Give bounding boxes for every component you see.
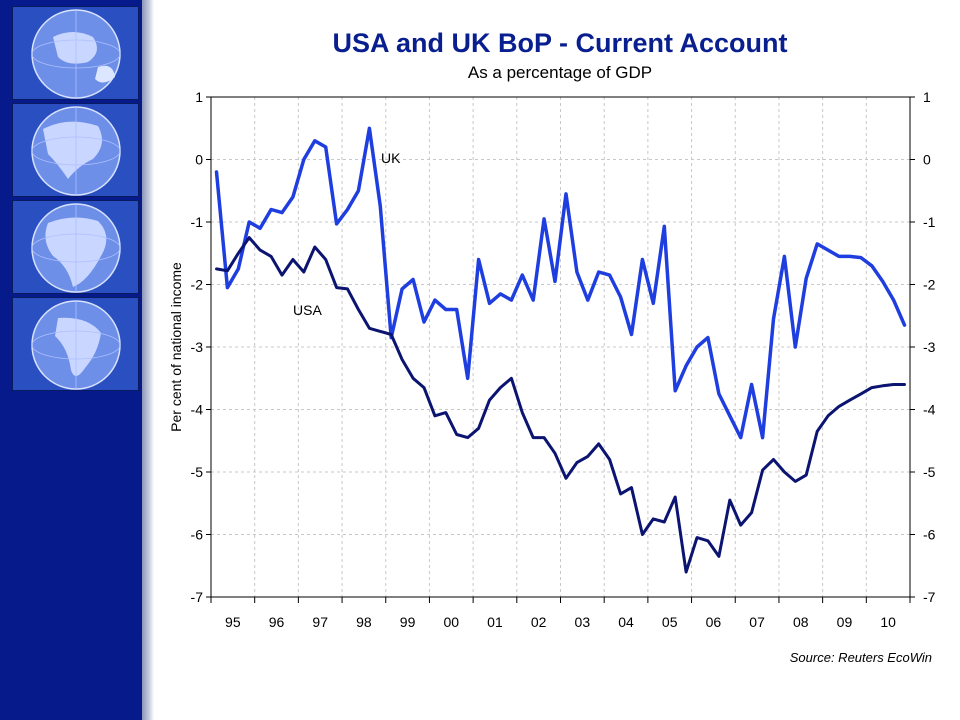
series-label-uk: UK bbox=[381, 150, 401, 166]
chart-subtitle: As a percentage of GDP bbox=[467, 63, 653, 82]
x-tick-label: 98 bbox=[356, 614, 372, 630]
series-line-usa bbox=[215, 236, 906, 574]
x-tick-label: 06 bbox=[706, 614, 722, 630]
y-tick-label-right: -5 bbox=[923, 464, 936, 480]
globe-africa-icon bbox=[12, 200, 139, 294]
y-tick-label-left: -5 bbox=[191, 464, 204, 480]
source-note: Source: Reuters EcoWin bbox=[789, 650, 932, 665]
y-tick-label-right: -6 bbox=[923, 527, 936, 543]
y-tick-label-left: -3 bbox=[191, 339, 204, 355]
x-tick-label: 08 bbox=[793, 614, 809, 630]
series-labels: UK USA bbox=[293, 150, 401, 318]
series bbox=[214, 126, 907, 574]
y-tick-label-right: -2 bbox=[923, 277, 936, 293]
y-tick-label-left: -4 bbox=[191, 402, 204, 418]
x-tick-label: 04 bbox=[618, 614, 634, 630]
y-tick-label-right: 1 bbox=[923, 89, 931, 105]
y-tick-label-right: -1 bbox=[923, 214, 936, 230]
x-tick-label: 01 bbox=[487, 614, 503, 630]
y-tick-label-left: -7 bbox=[191, 589, 204, 605]
x-tick-label: 00 bbox=[443, 614, 459, 630]
y-tick-label-right: -3 bbox=[923, 339, 936, 355]
grid bbox=[211, 96, 910, 598]
series-label-usa: USA bbox=[293, 302, 322, 318]
y-tick-label-left: -1 bbox=[191, 214, 204, 230]
x-tick-label: 07 bbox=[749, 614, 765, 630]
globe-north-america-icon bbox=[12, 103, 139, 197]
x-tick-label: 09 bbox=[837, 614, 853, 630]
x-tick-label: 99 bbox=[400, 614, 416, 630]
x-tick-label: 97 bbox=[312, 614, 328, 630]
y-tick-label-right: -7 bbox=[923, 589, 936, 605]
y-tick-label-left: -6 bbox=[191, 527, 204, 543]
x-tick-label: 05 bbox=[662, 614, 678, 630]
y-tick-label-left: 1 bbox=[195, 89, 203, 105]
sidebar-edge bbox=[142, 0, 154, 720]
x-tick-label: 95 bbox=[225, 614, 241, 630]
axes: 1 10 0-1 -1-2 -2-3 -3-4 -4-5 -5-6 -6-7 -795 96 97 98… bbox=[191, 89, 936, 630]
y-tick-label-left: 0 bbox=[195, 152, 203, 168]
chart-title: USA and UK BoP - Current Account bbox=[332, 28, 788, 58]
x-tick-label: 10 bbox=[880, 614, 896, 630]
y-tick-label-left: -2 bbox=[191, 277, 204, 293]
series-line-uk bbox=[214, 126, 907, 440]
x-tick-label: 02 bbox=[531, 614, 547, 630]
y-tick-label-right: 0 bbox=[923, 152, 931, 168]
x-tick-label: 03 bbox=[575, 614, 591, 630]
globe-south-america-icon bbox=[12, 297, 139, 391]
globe-arctic-icon bbox=[12, 6, 139, 100]
x-tick-label: 96 bbox=[269, 614, 285, 630]
y-axis-title: Per cent of national income bbox=[168, 262, 184, 432]
y-tick-label-right: -4 bbox=[923, 402, 936, 418]
